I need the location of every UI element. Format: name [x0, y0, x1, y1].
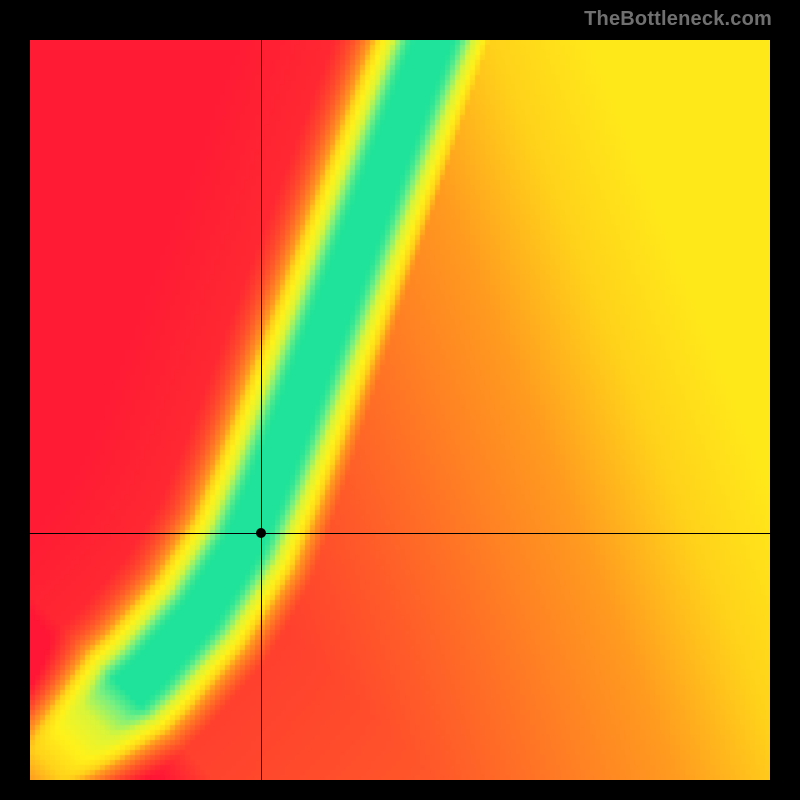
plot-area: [30, 40, 770, 780]
bottleneck-heatmap: [30, 40, 770, 780]
attribution-label: TheBottleneck.com: [584, 8, 772, 31]
root: TheBottleneck.com: [0, 0, 800, 800]
